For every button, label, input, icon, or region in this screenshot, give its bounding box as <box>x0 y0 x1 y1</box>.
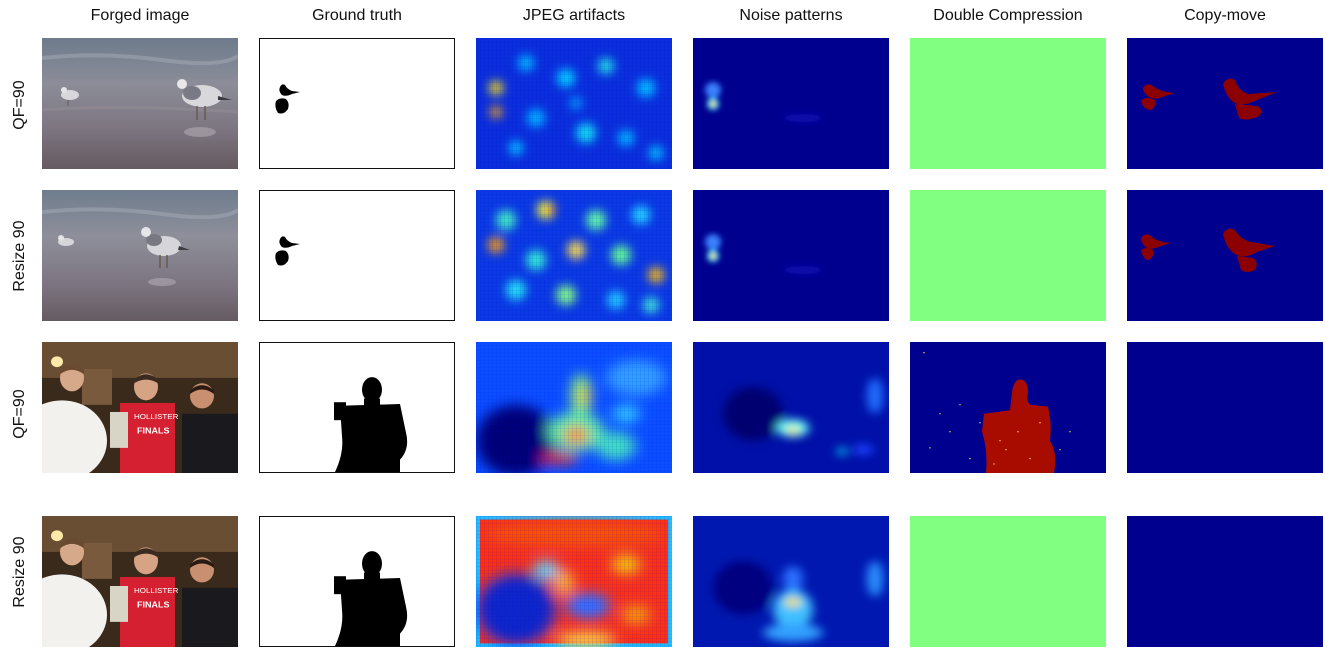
shirt-text-2: FINALS <box>137 600 170 609</box>
ground-truth-mask-man <box>259 342 455 473</box>
column-header-noise-patterns: Noise patterns <box>739 7 843 24</box>
shirt-text-1: HOLLISTER <box>134 413 179 422</box>
shirt-text-2: FINALS <box>137 426 170 435</box>
jpeg-artifacts-heatmap-3 <box>476 342 672 473</box>
column-header-forged-image: Forged image <box>90 7 190 24</box>
copy-move-map-3 <box>1127 342 1323 473</box>
double-compression-map-1 <box>910 38 1106 169</box>
ground-truth-mask-seagulls-resized <box>259 190 455 321</box>
jpeg-artifacts-heatmap-1 <box>476 38 672 169</box>
column-header-ground-truth: Ground truth <box>312 7 402 24</box>
noise-patterns-heatmap-4 <box>693 516 889 647</box>
column-header-jpeg-artifacts: JPEG artifacts <box>522 7 626 24</box>
copy-move-map-4 <box>1127 516 1323 647</box>
ground-truth-mask-seagulls <box>259 38 455 169</box>
noise-patterns-heatmap-3 <box>693 342 889 473</box>
copy-move-map-2 <box>1127 190 1323 321</box>
column-header-double-compression: Double Compression <box>933 7 1083 24</box>
double-compression-map-2 <box>910 190 1106 321</box>
forged-image-seagulls <box>42 38 238 169</box>
forged-image-three-men: HOLLISTER FINALS <box>42 342 238 473</box>
forged-image-three-men-resized: HOLLISTER FINALS <box>42 516 238 647</box>
row-label-4: Resize 90 <box>11 536 28 608</box>
row-label-1: QF=90 <box>11 80 28 130</box>
noise-patterns-heatmap-2 <box>693 190 889 321</box>
column-header-copy-move: Copy-move <box>1184 7 1266 24</box>
noise-patterns-heatmap-1 <box>693 38 889 169</box>
row-label-3: QF=90 <box>11 389 28 439</box>
jpeg-artifacts-heatmap-4 <box>476 516 672 647</box>
row-label-2: Resize 90 <box>11 220 28 292</box>
double-compression-map-4 <box>910 516 1106 647</box>
jpeg-artifacts-heatmap-2 <box>476 190 672 321</box>
double-compression-map-3 <box>910 342 1106 473</box>
ground-truth-mask-man-resized <box>259 516 455 647</box>
shirt-text-1: HOLLISTER <box>134 587 179 596</box>
forged-image-seagulls-resized <box>42 190 238 321</box>
copy-move-map-1 <box>1127 38 1323 169</box>
